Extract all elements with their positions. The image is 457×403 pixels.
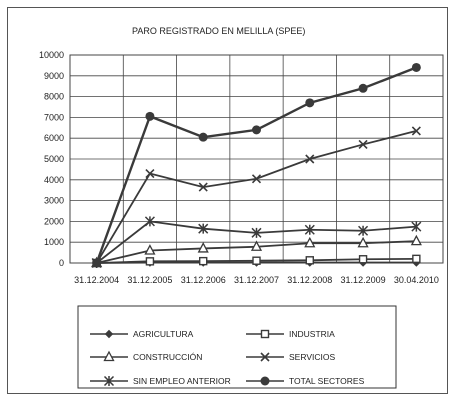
data-point-industria [252,256,261,265]
data-point-servicios [251,174,262,184]
legend-marker-industria [260,329,270,339]
data-point-total-sectores [358,83,368,93]
data-point-total-sectores [252,125,261,135]
x-tick-label: 30.04.2010 [394,275,439,285]
x-tick-label: 31.12.2009 [341,275,386,285]
legend-box [77,305,397,389]
y-tick-label: 8000 [44,92,64,102]
legend-label-agricultura: AGRICULTURA [133,329,194,339]
y-tick-label: 5000 [44,154,64,164]
data-point-industria [358,255,368,264]
legend: AGRICULTURA INDUSTRIA CONSTRUCCIÓN SERVICIO… [90,329,365,387]
data-point-sin-empleo-anterior [251,227,262,238]
data-point-industria [305,256,314,265]
y-tick-label: 2000 [44,216,64,226]
legend-label-sin-empleo-anterior: SIN EMPLEO ANTERIOR [133,376,231,386]
legend-marker-agricultura [104,329,114,339]
data-point-servicios [411,126,421,136]
legend-label-construcci-n: CONSTRUCCIÓN [133,352,202,362]
y-tick-label: 9000 [44,71,64,81]
y-tick-label: 3000 [44,196,64,206]
data-point-total-sectores [305,98,315,108]
data-point-sin-empleo-anterior [304,224,315,235]
data-point-total-sectores [92,258,102,268]
data-point-total-sectores [411,62,421,72]
data-point-construcci-n [197,242,209,253]
y-tick-label: 10000 [39,50,64,60]
x-tick-label: 31.12.2004 [74,275,119,285]
data-point-construcci-n [144,244,156,255]
data-point-construcci-n [410,234,422,246]
y-tick-label: 6000 [44,133,64,143]
data-point-sin-empleo-anterior [358,225,369,236]
legend-label-industria: INDUSTRIA [289,329,335,339]
plot-area: 0 1000 2000 3000 4000 5000 6000 7000 8000 9000 100… [39,50,444,285]
y-tick-label: 4000 [44,175,64,185]
data-point-industria [412,254,421,264]
data-point-sin-empleo-anterior [411,221,422,232]
data-point-total-sectores [198,132,208,142]
data-point-servicios [305,154,315,164]
y-tick-label: 0 [59,258,64,268]
legend-marker-construcci-n [103,350,115,362]
data-point-construcci-n [304,236,316,248]
data-point-construcci-n [250,240,263,251]
data-point-total-sectores [145,111,155,121]
legend-label-servicios: SERVICIOS [289,352,335,362]
data-point-industria [199,256,208,266]
y-tick-label: 1000 [44,237,64,247]
data-point-servicios [198,182,208,192]
legend-marker-total-sectores [260,376,270,386]
legend-label-total-sectores: TOTAL SECTORES [289,376,365,386]
x-tick-label: 31.12.2005 [127,275,172,285]
y-tick-label: 7000 [44,112,64,122]
x-tick-label: 31.12.2008 [287,275,332,285]
data-point-industria [145,257,155,266]
data-point-servicios [145,168,155,179]
legend-marker-servicios [260,352,270,362]
data-point-construcci-n [357,236,369,248]
data-point-sin-empleo-anterior [198,223,209,234]
data-point-sin-empleo-anterior [144,216,155,227]
x-tick-label: 31.12.2007 [234,275,279,285]
data-point-servicios [358,139,368,150]
legend-marker-sin-empleo-anterior [103,375,115,387]
x-tick-label: 31.12.2006 [181,275,226,285]
chart-frame: PARO REGISTRADO EN MELILLA (SPEE) 0 1000 2… [7,7,448,394]
chart-svg: PARO REGISTRADO EN MELILLA (SPEE) 0 1000 2… [39,26,444,389]
chart-title: PARO REGISTRADO EN MELILLA (SPEE) [132,26,305,36]
